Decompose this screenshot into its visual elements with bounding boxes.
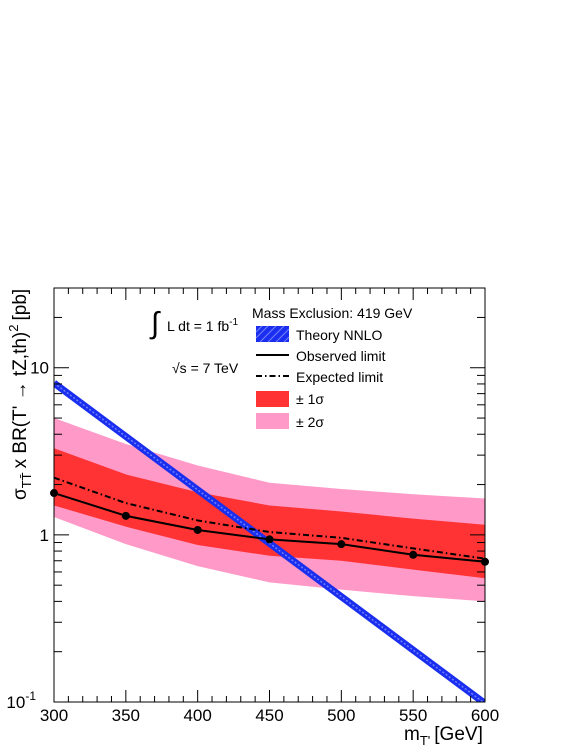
observed-point [337, 540, 346, 549]
legend-entry-observed: Observed limit [256, 348, 386, 364]
axis-ticks [53, 287, 486, 703]
x-tick-label: 550 [399, 706, 427, 725]
x-tick-label: 300 [40, 706, 68, 725]
observed-point [265, 535, 274, 544]
legend-label-2sigma: ± 2σ [296, 414, 324, 430]
lumi-annotation: ∫ L dt = 1 fb-1 √s = 7 TeV [149, 307, 239, 376]
legend-label-observed: Observed limit [296, 348, 386, 364]
legend-hatch-theory [255, 325, 290, 343]
legend-swatch-1sigma [256, 391, 289, 407]
x-axis-label: mT' [GeV] [404, 724, 483, 748]
expected-line [53, 476, 486, 560]
x-tick-label: 450 [255, 706, 283, 725]
legend-swatch-2sigma [256, 413, 289, 429]
y-tick-label: 1 [40, 526, 49, 545]
x-tick-label: 600 [471, 706, 499, 725]
observed-limit-series [50, 489, 489, 566]
legend-label-theory: Theory NNLO [296, 327, 382, 343]
x-tick-label: 400 [183, 706, 211, 725]
sqrt-s-text: √s = 7 TeV [172, 360, 239, 376]
legend-entry-2sigma: ± 2σ [256, 413, 324, 430]
band-1sigma [54, 448, 485, 579]
y-tick-label: 10 [30, 359, 49, 378]
x-tick-label: 500 [327, 706, 355, 725]
y-tick-label: 10-1 [6, 689, 36, 712]
y-axis-label: σTT̄x BR(T' → tZ,th)2[pb] [6, 289, 34, 500]
legend-entry-expected: Expected limit [256, 369, 383, 385]
observed-point [121, 511, 130, 520]
legend-label-1sigma: ± 1σ [296, 391, 324, 407]
legend: Mass Exclusion: 419 GeV Theory NNLO Obse… [252, 305, 413, 430]
integral-symbol: ∫ [149, 307, 161, 340]
expected-limit-series [53, 476, 486, 560]
lumi-text: L dt = 1 fb-1 [167, 317, 238, 334]
tick-labels: 300 350 400 450 500 550 600 10-1 1 10 [6, 359, 499, 725]
legend-entry-theory: Theory NNLO [255, 325, 382, 343]
legend-label-expected: Expected limit [296, 369, 383, 385]
x-tick-label: 350 [112, 706, 140, 725]
observed-point [193, 525, 202, 534]
observed-point [409, 550, 418, 559]
sigma-bands [54, 418, 485, 602]
legend-entry-1sigma: ± 1σ [256, 391, 324, 407]
legend-header: Mass Exclusion: 419 GeV [252, 305, 413, 321]
